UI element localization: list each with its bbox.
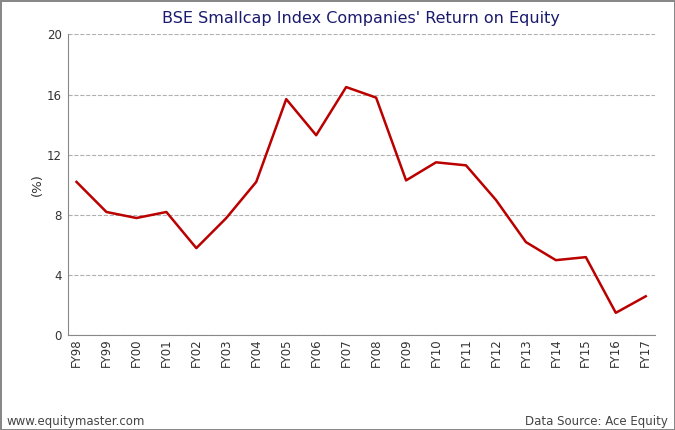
Text: Data Source: Ace Equity: Data Source: Ace Equity — [525, 415, 668, 428]
Title: BSE Smallcap Index Companies' Return on Equity: BSE Smallcap Index Companies' Return on … — [162, 11, 560, 26]
Y-axis label: (%): (%) — [31, 173, 44, 197]
Text: www.equitymaster.com: www.equitymaster.com — [7, 415, 145, 428]
